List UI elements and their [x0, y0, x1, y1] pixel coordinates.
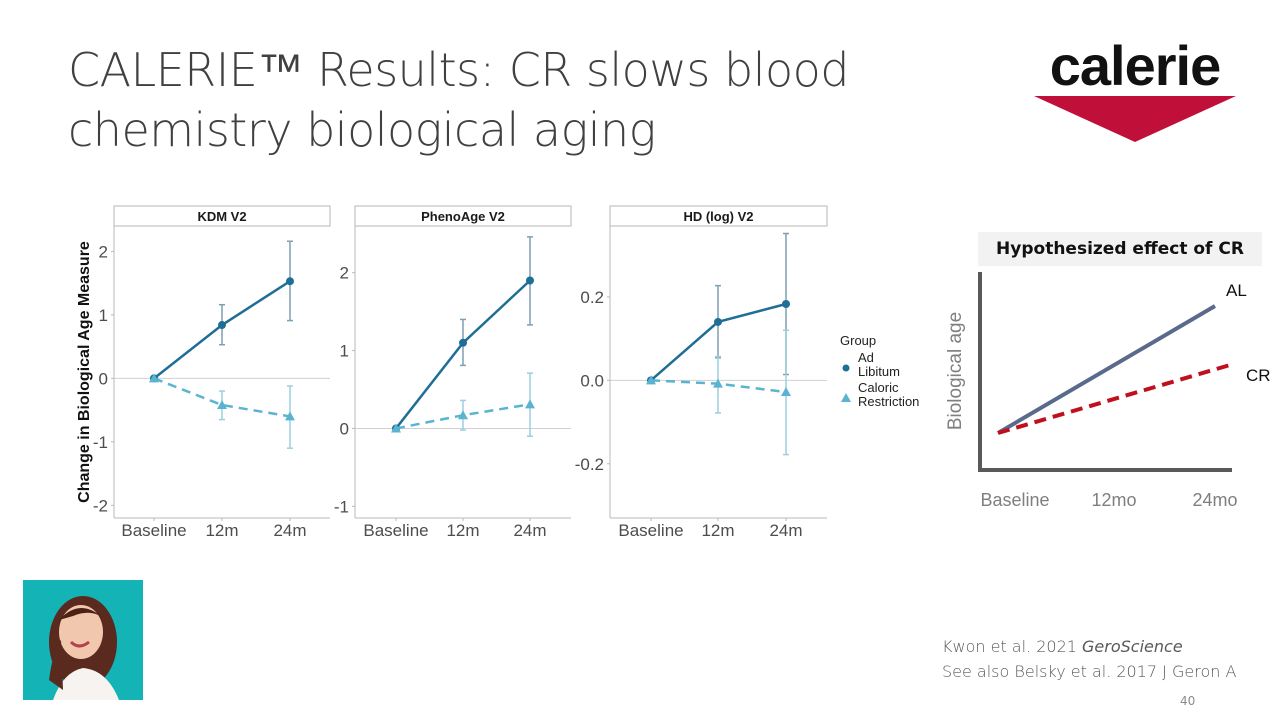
panel-3-y-tick-label: -0.2	[575, 455, 604, 474]
speaker-photo	[23, 580, 143, 700]
legend-item-caloric-restriction-label-line-2: Restriction	[858, 394, 919, 409]
panel-1-title: KDM V2	[197, 209, 246, 224]
panel-1-y-tick-label: 2	[99, 242, 108, 261]
panel-2-ad-libitum-point	[459, 338, 467, 347]
logo-wordmark: calerie	[1049, 34, 1222, 97]
legend-item-ad-libitum-label-line-2: Libitum	[858, 364, 900, 379]
panel-1-caloric-restriction-point	[217, 400, 227, 410]
legend-item-ad-libitum-marker	[842, 364, 850, 372]
panel-3-caloric-restriction-point	[713, 378, 723, 388]
hypothesis-al-label: AL	[1226, 281, 1247, 300]
hypothesis-x-tick-label: 24mo	[1192, 490, 1237, 510]
panel-3-x-tick-label: 24m	[769, 521, 802, 540]
slide-title-line-1: CALERIE™ Results: CR slows blood	[68, 43, 849, 97]
panel-1-x-tick-label: 24m	[273, 521, 306, 540]
hypothesis-al-line	[996, 304, 1217, 435]
panel-1-y-tick-label: -1	[93, 433, 108, 452]
legend-item-ad-libitum-label-line-1: Ad	[858, 350, 874, 365]
panel-1-y-tick-label: 0	[99, 369, 108, 388]
panel-1-caloric-restriction-point	[149, 373, 159, 383]
panel-1-x-tick-label: Baseline	[121, 521, 186, 540]
panel-2-y-tick-label: 1	[340, 342, 349, 361]
hypothesis-x-tick-label: Baseline	[980, 490, 1049, 510]
panel-3-strip	[609, 205, 828, 227]
logo-red-triangle-icon	[1034, 96, 1236, 142]
panel-2-x-tick-label: 12m	[446, 521, 479, 540]
panel-2-title: PhenoAge V2	[421, 209, 505, 224]
panel-3-x-tick-label: Baseline	[618, 521, 683, 540]
hypothesis-x-tick-label: 12mo	[1091, 490, 1136, 510]
panel-3-x-tick-label: 12m	[701, 521, 734, 540]
reference-citation: Kwon et al. 2021 GeroScience See also Be…	[942, 634, 1236, 684]
panel-2-caloric-restriction-point	[458, 410, 468, 420]
calerie-logo: calerie	[1030, 36, 1240, 146]
hypothesis-y-axis-label: Biological age	[945, 312, 966, 430]
legend-title: Group	[840, 333, 876, 348]
hypothesis-cr-line	[997, 362, 1233, 435]
panel-2-strip	[354, 205, 572, 227]
panel-3-ad-libitum-point	[714, 317, 722, 326]
hypothesis-chart-title: Hypothesized effect of CR	[978, 232, 1262, 266]
panel-2-y-tick-label: 2	[340, 264, 349, 283]
panel-1-strip	[113, 205, 331, 227]
panel-3-y-tick-label: 0.2	[580, 288, 604, 307]
panel-1-caloric-restriction-point	[285, 411, 295, 421]
panel-2-y-tick-label: 0	[340, 419, 349, 438]
reference-line-2: See also Belsky et al. 2017 J Geron A	[942, 662, 1237, 681]
panel-3-title: HD (log) V2	[683, 209, 753, 224]
panel-2-ad-libitum-point	[526, 276, 534, 285]
panel-3-ad-libitum-point	[782, 300, 790, 309]
slide-title: CALERIE™ Results: CR slows blood chemist…	[68, 40, 928, 160]
panel-2-caloric-restriction-point	[525, 399, 535, 409]
journal-name: GeroScience	[1082, 637, 1183, 656]
panel-3-y-tick-label: 0.0	[580, 371, 604, 390]
hypothesis-cr-label: CR	[1246, 366, 1271, 385]
slide-title-line-2: chemistry biological aging	[68, 103, 656, 157]
panel-2-caloric-restriction-point	[391, 423, 401, 433]
page-number: 40	[1180, 694, 1196, 708]
legend-item-caloric-restriction-marker	[841, 393, 851, 402]
panel-1-ad-libitum-point	[218, 321, 226, 330]
panel-2-y-tick-label: -1	[334, 497, 349, 516]
panel-1-y-tick-label: -2	[93, 496, 108, 515]
panel-2-x-tick-label: Baseline	[363, 521, 428, 540]
legend-item-caloric-restriction-label-line-1: Caloric	[858, 380, 899, 395]
panel-2-x-tick-label: 24m	[513, 521, 546, 540]
panel-3-caloric-restriction-point	[781, 387, 791, 397]
reference-line-1: Kwon et al. 2021 GeroScience	[942, 637, 1183, 656]
panel-1-ad-libitum-point	[286, 277, 294, 286]
panel-1-x-tick-label: 12m	[205, 521, 238, 540]
panel-3-caloric-restriction-point	[646, 375, 656, 385]
facet-y-axis-label: Change in Biological Age Measure	[76, 241, 93, 503]
person-portrait-icon	[23, 580, 143, 700]
panel-1-y-tick-label: 1	[99, 306, 108, 325]
